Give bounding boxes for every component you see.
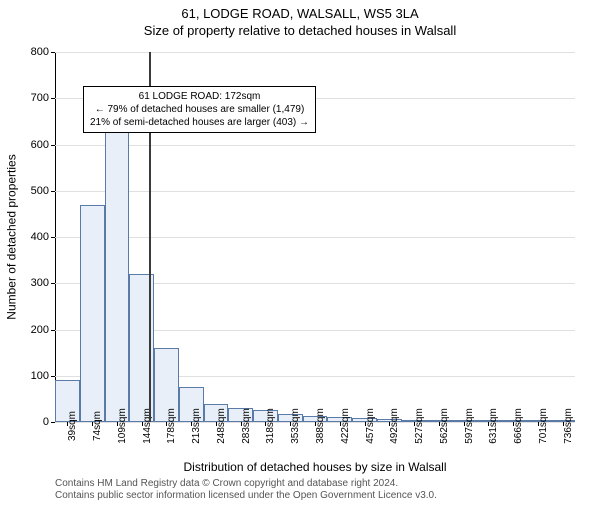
x-tick-label: 178sqm [166, 408, 177, 444]
x-tick-label: 492sqm [389, 408, 400, 444]
annotation-line2: ← 79% of detached houses are smaller (1,… [90, 103, 309, 116]
x-tick-label: 248sqm [216, 408, 227, 444]
plot-area: 010020030040050060070080039sqm74sqm109sq… [55, 52, 575, 422]
y-tick-mark [51, 422, 55, 423]
footnote-line2: Contains public sector information licen… [55, 490, 437, 502]
x-tick-label: 701sqm [538, 408, 549, 444]
y-tick-label: 0 [43, 416, 49, 428]
annotation-line1: 61 LODGE ROAD: 172sqm [90, 90, 309, 103]
y-tick-mark [51, 52, 55, 53]
x-tick-label: 736sqm [563, 408, 574, 444]
y-tick-mark [51, 283, 55, 284]
y-tick-mark [51, 237, 55, 238]
y-tick-mark [51, 330, 55, 331]
x-axis-label: Distribution of detached houses by size … [55, 460, 575, 474]
page-title-address: 61, LODGE ROAD, WALSALL, WS5 3LA [0, 6, 600, 21]
gridline [55, 237, 575, 238]
gridline [55, 52, 575, 53]
x-tick-label: 74sqm [92, 411, 103, 441]
histogram-chart: 010020030040050060070080039sqm74sqm109sq… [55, 52, 575, 422]
y-tick-mark [51, 145, 55, 146]
y-tick-mark [51, 376, 55, 377]
x-tick-label: 39sqm [67, 411, 78, 441]
x-tick-label: 666sqm [513, 408, 524, 444]
x-tick-label: 422sqm [340, 408, 351, 444]
gridline [55, 145, 575, 146]
x-tick-label: 353sqm [290, 408, 301, 444]
y-tick-label: 400 [31, 231, 49, 243]
x-tick-label: 213sqm [191, 408, 202, 444]
x-tick-label: 318sqm [265, 408, 276, 444]
gridline [55, 191, 575, 192]
x-tick-label: 597sqm [464, 408, 475, 444]
y-tick-mark [51, 98, 55, 99]
y-tick-mark [51, 191, 55, 192]
y-axis-label: Number of detached properties [4, 52, 20, 422]
footnote-line1: Contains HM Land Registry data © Crown c… [55, 478, 437, 490]
y-tick-label: 700 [31, 92, 49, 104]
annotation-box: 61 LODGE ROAD: 172sqm← 79% of detached h… [83, 86, 316, 133]
y-tick-label: 800 [31, 46, 49, 58]
y-tick-label: 100 [31, 370, 49, 382]
annotation-line3: 21% of semi-detached houses are larger (… [90, 116, 309, 129]
x-tick-label: 457sqm [365, 408, 376, 444]
histogram-bar [105, 121, 130, 422]
y-axis-label-text: Number of detached properties [5, 154, 19, 319]
x-tick-label: 109sqm [117, 408, 128, 444]
page-title-description: Size of property relative to detached ho… [0, 23, 600, 38]
y-tick-label: 500 [31, 185, 49, 197]
y-tick-label: 300 [31, 277, 49, 289]
histogram-bar [80, 205, 105, 422]
y-tick-label: 600 [31, 139, 49, 151]
x-tick-label: 388sqm [315, 408, 326, 444]
x-tick-label: 631sqm [488, 408, 499, 444]
x-tick-label: 562sqm [439, 408, 450, 444]
x-tick-label: 527sqm [414, 408, 425, 444]
footnote: Contains HM Land Registry data © Crown c… [55, 478, 437, 502]
x-tick-label: 283sqm [241, 408, 252, 444]
y-tick-label: 200 [31, 324, 49, 336]
